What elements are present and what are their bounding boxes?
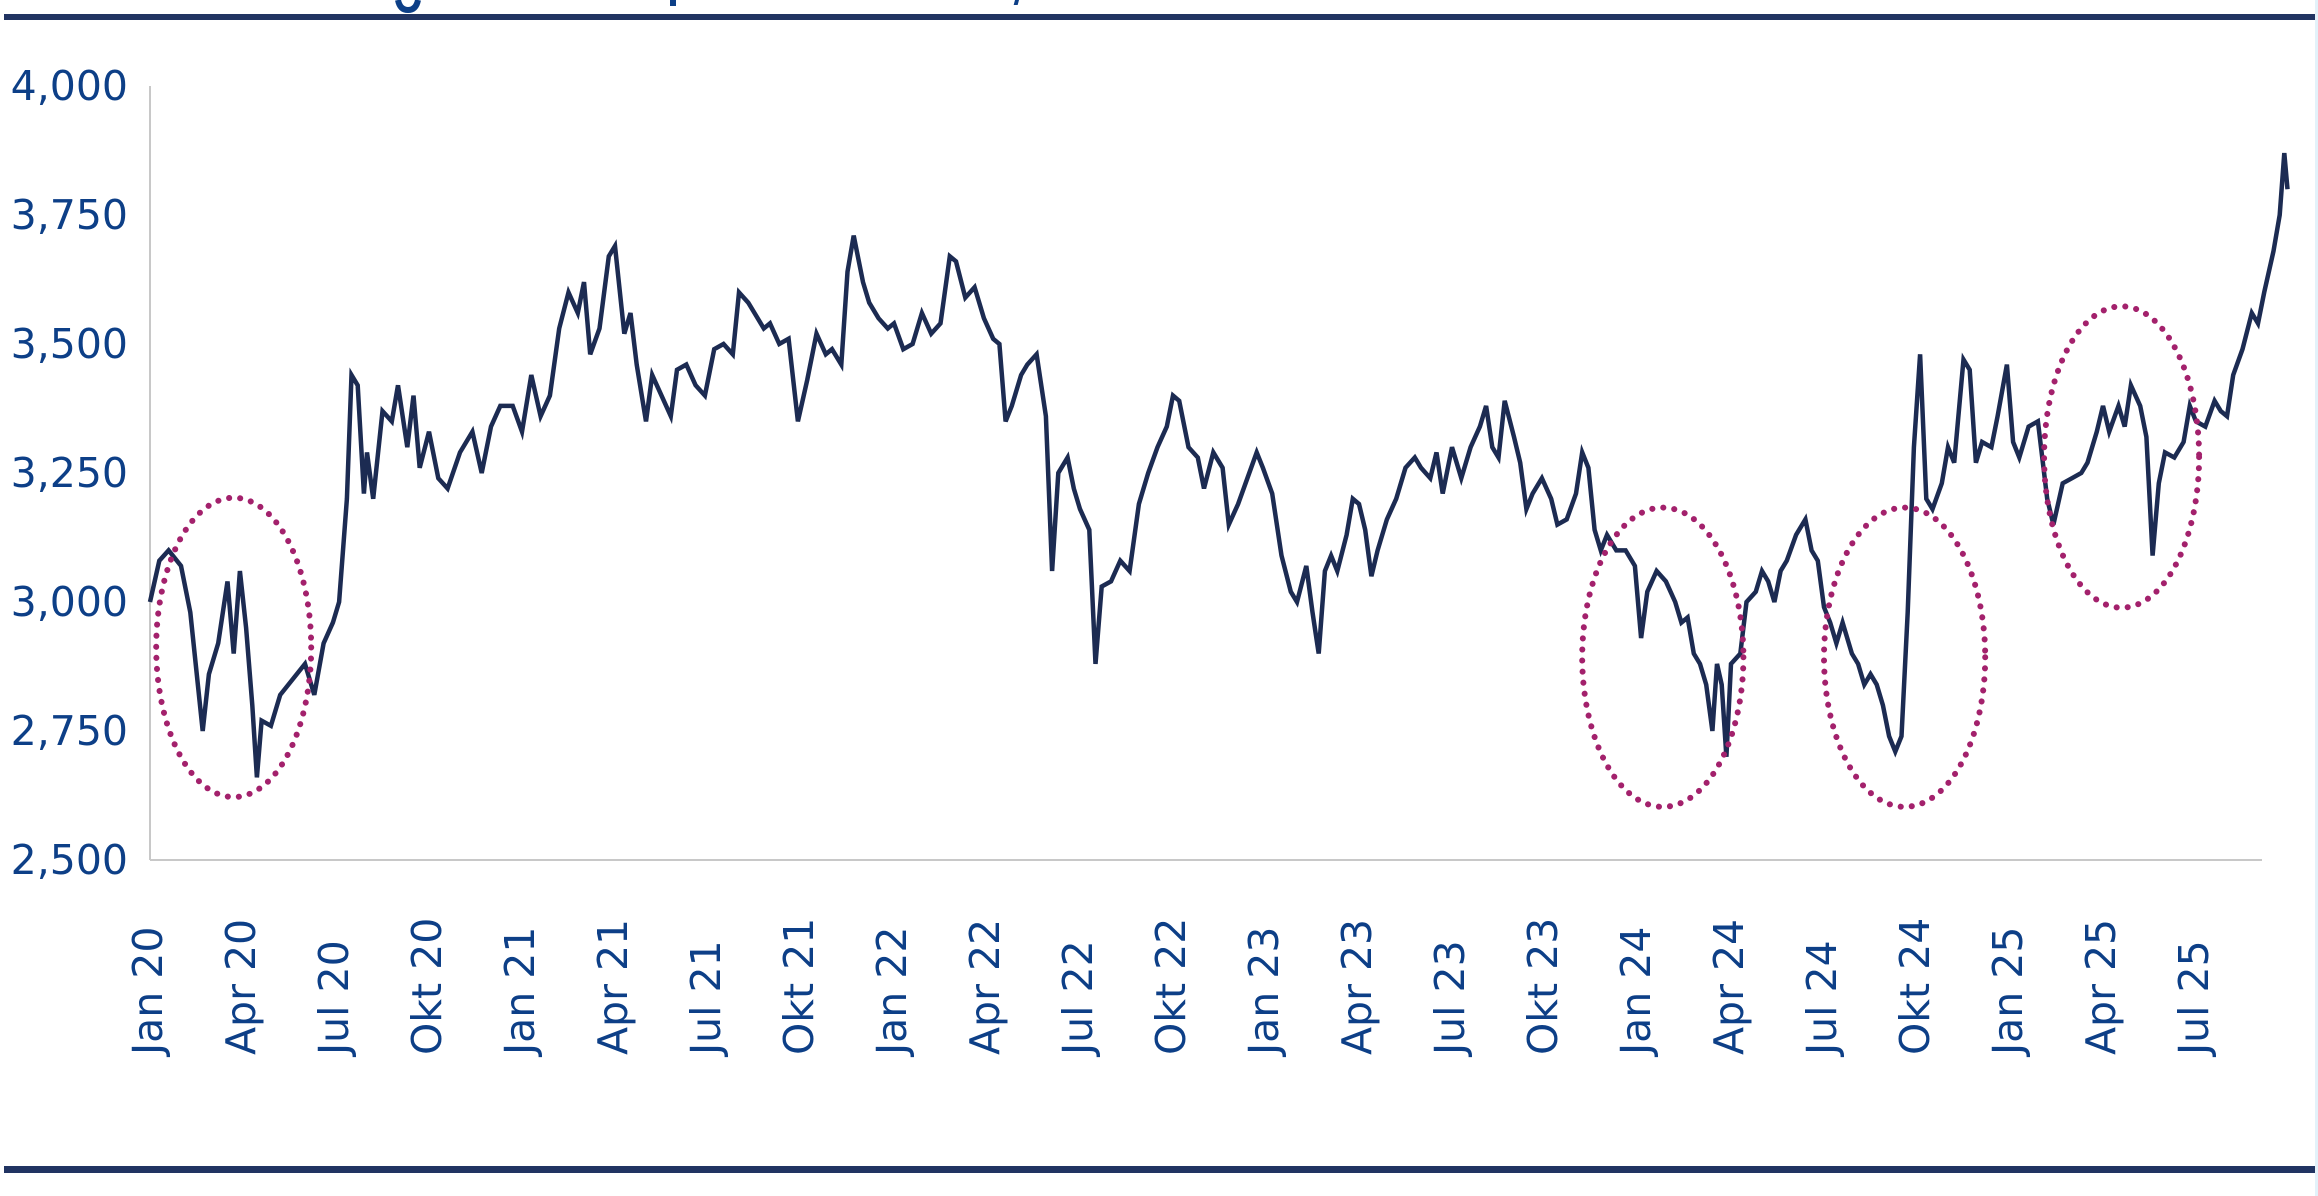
x-axis-labels: Jan 20 Apr 20 Jul 20 Okt 20 Jan 21 Apr 21 Jul … bbox=[124, 918, 2218, 1058]
y-tick-label: 3,750 bbox=[11, 191, 128, 239]
x-tick-label: Jul 21 bbox=[682, 940, 730, 1058]
header-rule bbox=[4, 14, 2315, 20]
x-tick-label: Apr 25 bbox=[2077, 919, 2125, 1055]
highlight-ellipse-dip-apr-2020 bbox=[153, 494, 315, 801]
x-tick-label: Jul 24 bbox=[1798, 940, 1846, 1058]
y-tick-label: 3,500 bbox=[11, 320, 128, 368]
x-tick-label: Jul 20 bbox=[310, 940, 358, 1058]
x-tick-label: Okt 20 bbox=[403, 918, 451, 1055]
x-tick-label: Okt 21 bbox=[775, 918, 823, 1055]
x-tick-label: Apr 24 bbox=[1705, 919, 1753, 1055]
x-tick-label: Jan 22 bbox=[868, 927, 916, 1058]
series-line bbox=[147, 152, 2290, 778]
y-axis-labels: 2,500 2,750 3,000 3,250 3,500 3,750 4,000 bbox=[11, 62, 128, 884]
highlight-ellipse-dip-apr-2025 bbox=[2041, 303, 2203, 611]
y-tick-label: 4,000 bbox=[11, 62, 128, 110]
footer-rule bbox=[4, 1166, 2315, 1173]
x-tick-label: Apr 22 bbox=[961, 919, 1009, 1055]
x-tick-label: Jul 22 bbox=[1054, 940, 1102, 1058]
x-tick-label: Apr 21 bbox=[589, 919, 637, 1055]
x-tick-label: Jul 25 bbox=[2170, 940, 2218, 1058]
x-tick-label: Okt 24 bbox=[1891, 918, 1939, 1055]
highlight-ellipse-dip-jan-2024 bbox=[1579, 504, 1747, 810]
x-tick-label: Apr 23 bbox=[1333, 919, 1381, 1055]
y-tick-label: 3,000 bbox=[11, 578, 128, 626]
x-tick-label: Jan 23 bbox=[1240, 927, 1288, 1058]
x-tick-label: Jan 20 bbox=[124, 927, 172, 1058]
x-tick-label: Jan 21 bbox=[496, 927, 544, 1058]
highlight-ellipse-dip-sep-2024 bbox=[1821, 504, 1989, 810]
x-tick-label: Okt 22 bbox=[1147, 918, 1195, 1055]
y-tick-label: 2,750 bbox=[11, 707, 128, 755]
highlight-ellipses bbox=[153, 303, 2203, 810]
x-tick-label: Apr 20 bbox=[217, 919, 265, 1055]
y-tick-label: 3,250 bbox=[11, 449, 128, 497]
title-descender-fragments bbox=[395, 0, 1019, 14]
x-tick-label: Jan 24 bbox=[1612, 927, 1660, 1058]
x-tick-label: Jan 25 bbox=[1984, 927, 2032, 1058]
page-edge bbox=[2315, 0, 2318, 1196]
x-tick-label: Okt 23 bbox=[1519, 918, 1567, 1055]
y-tick-label: 2,500 bbox=[11, 836, 128, 884]
x-tick-label: Jul 23 bbox=[1426, 940, 1474, 1058]
chart-title-cropped bbox=[0, 0, 2318, 14]
